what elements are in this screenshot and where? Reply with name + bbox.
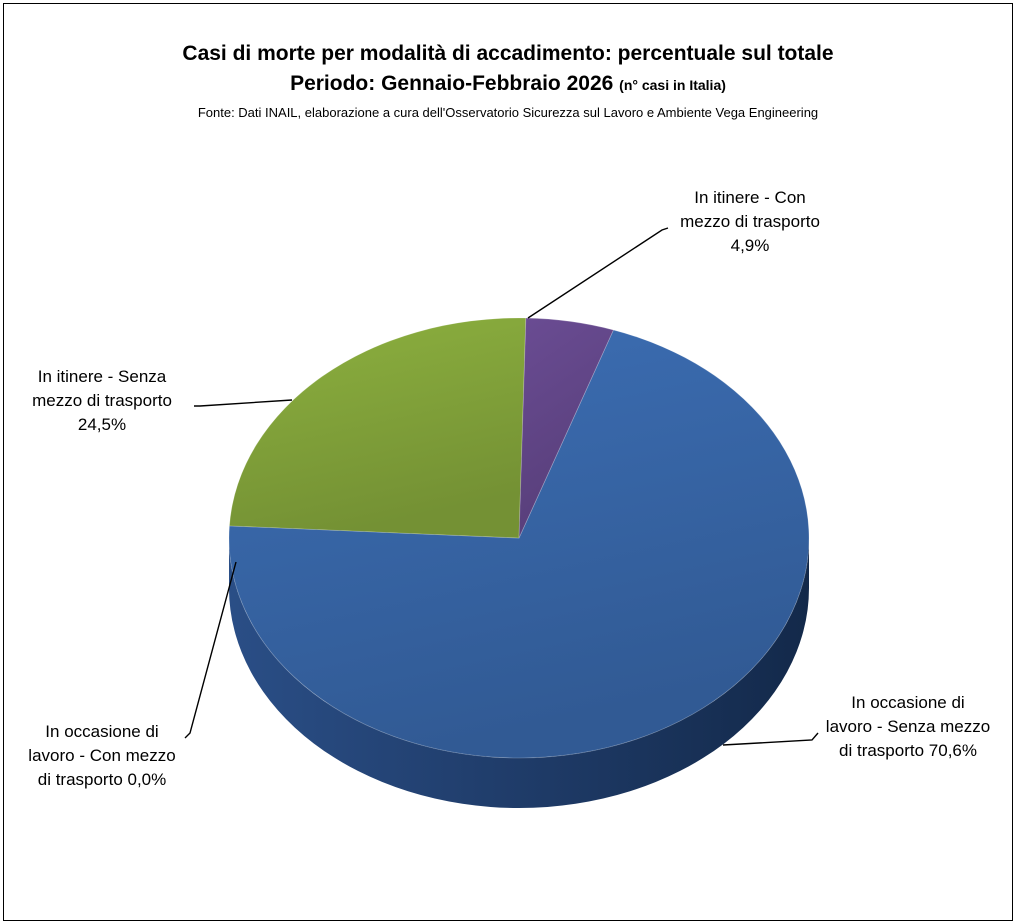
- leader-line-3: [527, 227, 669, 319]
- slice-label-line: di trasporto 70,6%: [839, 741, 977, 760]
- pie-slice-3: [518, 317, 614, 539]
- chart-source: Fonte: Dati INAIL, elaborazione a cura d…: [197, 105, 819, 120]
- slice-label-lavoro-con: In occasione di lavoro - Con mezzo di tr…: [4, 720, 200, 792]
- slice-label-itinere-con: In itinere - Con mezzo di trasporto 4,9%: [655, 186, 845, 258]
- chart-subtitle-period: Periodo: Gennaio-Febbraio 2026: [290, 72, 614, 95]
- slice-label-line: lavoro - Con mezzo: [28, 746, 176, 765]
- slice-label-line: 4,9%: [730, 236, 770, 255]
- chart-title: Casi di morte per modalità di accadiment…: [182, 42, 834, 65]
- pie-slice-0: [228, 329, 810, 759]
- pie-side-wall: [229, 538, 809, 808]
- slice-label-line: 24,5%: [77, 415, 127, 434]
- leader-line-2: [194, 399, 293, 407]
- slice-label-line: di trasporto 0,0%: [37, 770, 167, 789]
- leader-line-1: [184, 561, 237, 739]
- slice-label-line: mezzo di trasporto: [680, 212, 820, 231]
- chart-subtitle-note: (n° casi in Italia): [619, 77, 726, 93]
- slice-label-line: In itinere - Con: [694, 188, 806, 207]
- leader-line-0: [722, 732, 819, 746]
- slice-label-lavoro-senza: In occasione di lavoro - Senza mezzo di …: [808, 691, 1008, 763]
- pie-slice-2: [229, 317, 527, 539]
- slice-label-line: In occasione di: [45, 722, 159, 741]
- chart-subtitle: Periodo: Gennaio-Febbraio 2026 (n° casi …: [4, 72, 1012, 96]
- slice-label-line: In occasione di: [851, 693, 965, 712]
- slice-label-itinere-senza: In itinere - Senza mezzo di trasporto 24…: [14, 365, 190, 437]
- slice-label-line: mezzo di trasporto: [32, 391, 172, 410]
- slice-label-line: lavoro - Senza mezzo: [825, 717, 991, 736]
- slice-label-line: In itinere - Senza: [37, 367, 167, 386]
